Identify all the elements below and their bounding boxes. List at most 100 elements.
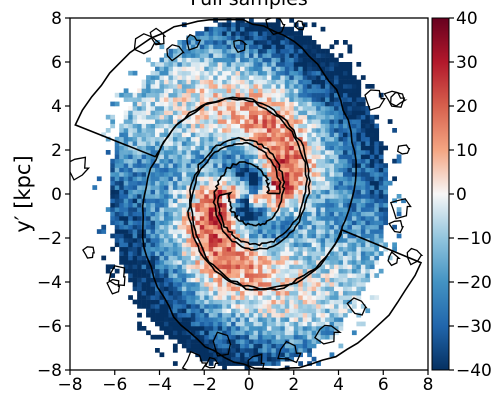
heatmap-cell <box>289 48 295 54</box>
heatmap-cell <box>137 101 142 107</box>
heatmap-cell <box>325 229 330 234</box>
heatmap-cell <box>186 308 192 314</box>
heatmap-cell <box>253 26 259 32</box>
heatmap-cell <box>329 229 335 234</box>
heatmap-cell <box>289 88 295 94</box>
heatmap-cell <box>235 238 241 243</box>
heatmap-cell <box>338 295 344 300</box>
heatmap-cell <box>293 119 299 124</box>
heatmap-cell <box>222 145 227 151</box>
heatmap-cell <box>110 114 116 120</box>
heatmap-cell <box>266 158 272 164</box>
heatmap-cell <box>114 141 120 146</box>
heatmap-cell <box>114 101 120 107</box>
heatmap-cell <box>168 312 174 318</box>
heatmap-cell <box>240 339 245 344</box>
heatmap-cell <box>150 277 156 283</box>
heatmap-cell <box>293 154 299 160</box>
heatmap-cell <box>253 229 259 234</box>
heatmap-cell <box>262 48 268 54</box>
heatmap-cell <box>253 75 259 80</box>
heatmap-cell <box>195 114 201 120</box>
heatmap-cell <box>360 158 366 164</box>
heatmap-cell <box>356 141 362 146</box>
heatmap-cell <box>155 348 160 353</box>
heatmap-cell <box>320 238 326 243</box>
heatmap-cell <box>365 180 371 186</box>
heatmap-cell <box>141 163 147 168</box>
heatmap-cell <box>186 106 192 111</box>
heatmap-cell <box>226 158 232 164</box>
heatmap-cell <box>155 66 160 72</box>
heatmap-cell <box>222 277 227 283</box>
heatmap-cell <box>271 348 277 353</box>
heatmap-cell <box>181 176 187 182</box>
heatmap-cell <box>302 264 308 270</box>
heatmap-cell <box>168 268 174 274</box>
heatmap-cell <box>208 141 214 146</box>
heatmap-cell <box>302 260 308 265</box>
heatmap-cell <box>181 255 187 261</box>
heatmap-cell <box>329 154 335 160</box>
heatmap-cell <box>342 224 348 230</box>
heatmap-cell <box>222 238 227 243</box>
heatmap-cell <box>284 268 290 274</box>
heatmap-cell <box>280 57 286 63</box>
heatmap-cell <box>369 255 375 261</box>
heatmap-cell <box>199 101 205 107</box>
heatmap-cell <box>311 246 317 252</box>
heatmap-cell <box>275 145 281 151</box>
heatmap-cell <box>311 304 317 309</box>
heatmap-cell <box>213 189 218 195</box>
heatmap-cell <box>257 233 263 239</box>
heatmap-cell <box>181 57 187 63</box>
heatmap-cell <box>155 211 160 217</box>
heatmap-cell <box>347 79 353 85</box>
heatmap-cell <box>172 145 178 151</box>
heatmap-cell <box>217 242 223 248</box>
colorbar-tick-label: −10 <box>456 229 492 249</box>
heatmap-cell <box>298 330 303 336</box>
heatmap-cell <box>195 70 201 76</box>
heatmap-cell <box>195 194 201 199</box>
heatmap-cell <box>235 242 241 248</box>
heatmap-cell <box>249 299 254 305</box>
x-tick-label: 6 <box>378 375 389 395</box>
heatmap-cell <box>257 48 263 54</box>
heatmap-cell <box>132 123 138 129</box>
heatmap-cell <box>208 145 214 151</box>
heatmap-cell <box>329 312 335 318</box>
heatmap-cell <box>320 246 326 252</box>
heatmap-cell <box>316 224 321 230</box>
heatmap-cell <box>128 119 133 124</box>
heatmap-cell <box>213 75 218 80</box>
heatmap-cell <box>181 330 187 336</box>
heatmap-cell <box>369 132 375 138</box>
heatmap-cell <box>289 66 295 72</box>
heatmap-cell <box>289 123 295 129</box>
heatmap-cell <box>356 277 362 283</box>
heatmap-cell <box>356 238 362 243</box>
heatmap-cell <box>235 290 241 296</box>
heatmap-cell <box>338 119 344 124</box>
heatmap-cell <box>338 53 344 58</box>
heatmap-cell <box>163 128 169 133</box>
heatmap-cell <box>249 229 254 234</box>
heatmap-cell <box>213 132 218 138</box>
heatmap-cell <box>257 361 263 366</box>
heatmap-cell <box>298 242 303 248</box>
heatmap-cell <box>159 238 165 243</box>
heatmap-cell <box>342 299 348 305</box>
heatmap-cell <box>334 207 339 212</box>
heatmap-cell <box>356 88 362 94</box>
heatmap-cell <box>262 194 268 199</box>
heatmap-cell <box>298 110 303 116</box>
heatmap-cell <box>177 136 183 142</box>
heatmap-cell <box>249 295 254 300</box>
heatmap-cell <box>208 114 214 120</box>
density-contours <box>70 18 424 370</box>
heatmap-cell <box>244 70 250 76</box>
heatmap-cell <box>128 92 133 98</box>
heatmap-cell <box>320 268 326 274</box>
heatmap-cell <box>338 321 344 327</box>
